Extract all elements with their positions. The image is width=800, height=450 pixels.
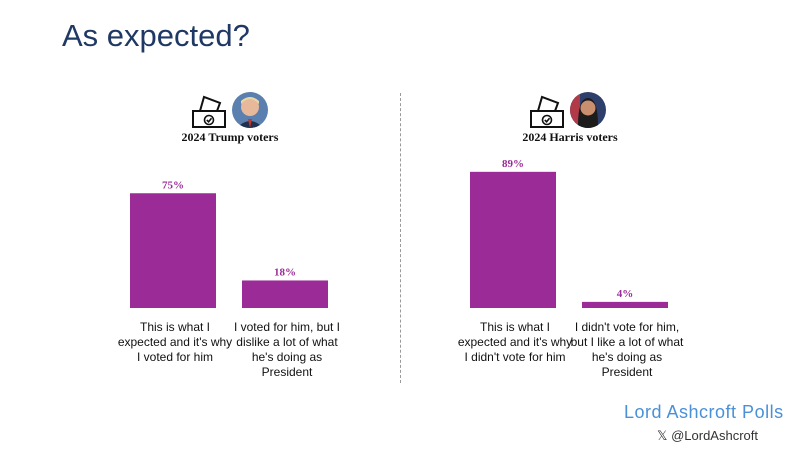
data-label: 89%	[502, 158, 524, 170]
brand-name: Lord Ashcroft Polls	[624, 402, 784, 422]
trump-voters-label: 2024 Trump voters	[181, 130, 279, 144]
bar	[130, 193, 216, 308]
ballot-box-icon	[530, 95, 564, 128]
candidate-photo	[570, 92, 606, 128]
data-label: 18%	[274, 266, 296, 278]
page-title: As expected?	[62, 18, 250, 53]
panel-divider	[400, 93, 401, 383]
category-label: This is what I expected and it's why I v…	[117, 320, 233, 364]
ballot-box-icon	[192, 95, 226, 128]
data-label: 4%	[617, 288, 634, 300]
category-label: I didn't vote for him, but I like a lot …	[570, 320, 684, 379]
bar	[242, 280, 328, 308]
candidate-photo	[232, 92, 268, 128]
harris-voters-panel: 2024 Harris voters 89% 4% This is what I …	[430, 90, 730, 390]
data-label: 75%	[162, 179, 184, 191]
social-handle: 𝕏 @LordAshcroft	[657, 428, 758, 443]
category-label: I voted for him, but I dislike a lot of …	[233, 320, 341, 379]
harris-voters-bar-chart: 89% 4%	[470, 158, 668, 308]
trump-voters-panel: 2024 Trump voters 75% 18% This is what I …	[90, 90, 390, 390]
bar	[582, 301, 668, 308]
harris-voters-label: 2024 Harris voters	[522, 130, 618, 144]
trump-voters-bar-chart: 75% 18%	[130, 179, 328, 308]
bar	[470, 171, 556, 308]
category-label: This is what I expected and it's why I d…	[457, 320, 573, 364]
